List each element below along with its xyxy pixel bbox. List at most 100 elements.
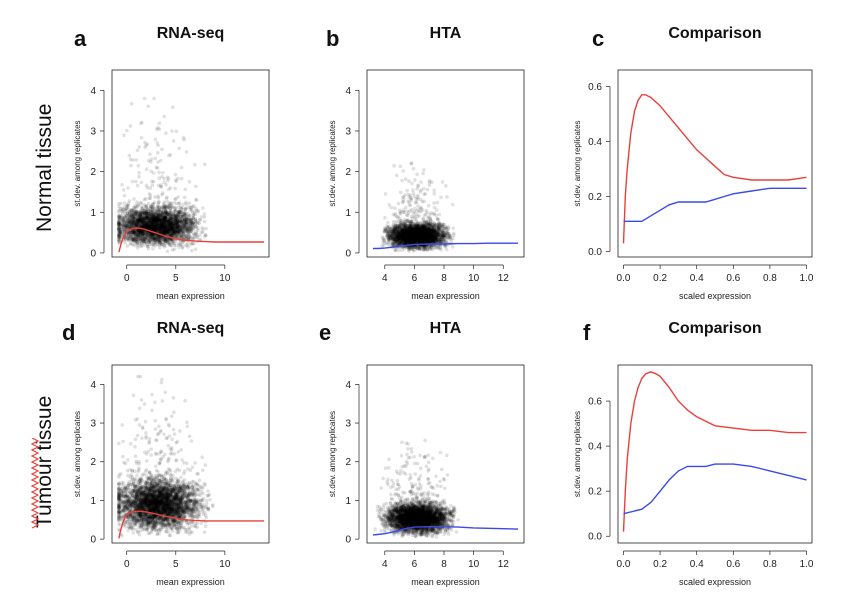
scatter-point xyxy=(128,124,133,128)
scatter-point xyxy=(140,211,145,215)
scatter-point xyxy=(148,237,153,241)
scatter-point xyxy=(161,225,166,230)
scatter-point xyxy=(144,215,149,220)
scatter-point xyxy=(394,219,399,224)
scatter-point xyxy=(128,219,132,223)
scatter-point xyxy=(166,218,171,222)
scatter-point xyxy=(144,221,149,225)
scatter-point xyxy=(159,218,163,223)
scatter-point xyxy=(157,205,161,210)
scatter-point xyxy=(201,227,205,232)
scatter-point xyxy=(173,227,177,231)
scatter-point xyxy=(158,230,163,234)
scatter-point xyxy=(142,96,147,101)
scatter-point xyxy=(170,214,174,218)
scatter-point xyxy=(129,102,134,106)
scatter-point xyxy=(139,180,144,185)
scatter-point xyxy=(135,214,140,219)
scatter-point xyxy=(165,228,169,232)
scatter-point xyxy=(169,228,174,233)
scatter-point xyxy=(175,216,179,220)
scatter-point xyxy=(168,226,172,231)
scatter-point xyxy=(155,237,160,242)
scatter-point xyxy=(151,216,155,220)
scatter-point xyxy=(152,218,156,223)
scatter-point xyxy=(186,223,191,227)
scatter-point xyxy=(142,210,147,215)
scatter-point xyxy=(126,220,131,224)
scatter-point xyxy=(172,229,176,233)
scatter-point xyxy=(168,221,173,225)
scatter-point xyxy=(118,229,123,233)
scatter-point xyxy=(156,160,160,164)
scatter-point xyxy=(178,228,183,233)
scatter-point xyxy=(129,221,134,226)
scatter-point xyxy=(152,216,157,220)
scatter-point xyxy=(158,226,162,230)
scatter-point xyxy=(201,206,205,210)
scatter-point xyxy=(143,223,147,228)
scatter-point xyxy=(158,212,163,217)
scatter-point xyxy=(124,223,128,227)
scatter-point xyxy=(157,170,161,175)
scatter-point xyxy=(168,222,172,227)
scatter-point xyxy=(150,220,154,224)
y-tick-label: 2 xyxy=(90,167,96,178)
scatter-point xyxy=(172,230,176,235)
scatter-point xyxy=(135,246,140,250)
scatter-point xyxy=(162,176,166,181)
scatter-point xyxy=(411,166,416,171)
scatter-point xyxy=(136,235,141,240)
scatter-point xyxy=(128,230,133,235)
scatter-point xyxy=(185,216,189,221)
scatter-point xyxy=(153,137,158,142)
scatter-point xyxy=(190,216,195,221)
scatter-point xyxy=(152,235,157,239)
scatter-point xyxy=(169,223,174,228)
scatter-point xyxy=(145,232,150,237)
scatter-point xyxy=(125,216,130,221)
scatter-point xyxy=(162,225,166,230)
scatter-point xyxy=(174,230,178,235)
scatter-point xyxy=(137,170,141,175)
scatter-point xyxy=(127,225,132,230)
scatter-point xyxy=(439,248,443,252)
scatter-point xyxy=(153,218,158,223)
scatter-point xyxy=(162,230,167,235)
scatter-point xyxy=(162,231,167,236)
scatter-point xyxy=(140,238,144,242)
scatter-point xyxy=(123,241,127,245)
scatter-point xyxy=(130,219,135,224)
scatter-point xyxy=(134,210,138,214)
scatter-point xyxy=(134,219,138,223)
scatter-point xyxy=(161,212,166,217)
scatter-point xyxy=(155,227,159,231)
scatter-point xyxy=(172,243,176,248)
scatter-point xyxy=(151,209,156,214)
scatter-point xyxy=(196,228,200,233)
scatter-point xyxy=(156,183,161,188)
scatter-point xyxy=(151,237,156,241)
scatter-point xyxy=(181,212,185,217)
scatter-point xyxy=(136,232,141,237)
scatter-point xyxy=(189,217,194,222)
scatter-point xyxy=(155,166,160,170)
scatter-point xyxy=(138,233,142,237)
scatter-point xyxy=(162,219,167,224)
scatter-point xyxy=(126,186,130,190)
scatter-point xyxy=(148,227,152,231)
scatter-point xyxy=(140,237,145,242)
scatter-point xyxy=(142,216,147,221)
scatter-point xyxy=(131,216,136,221)
scatter-point xyxy=(167,221,172,226)
scatter-point xyxy=(149,209,154,214)
scatter-point xyxy=(410,181,414,186)
scatter-point xyxy=(168,216,173,221)
scatter-point xyxy=(186,226,191,231)
scatter-point xyxy=(174,221,178,225)
scatter-point xyxy=(169,222,174,227)
scatter-point xyxy=(398,190,403,195)
scatter-point xyxy=(169,225,174,230)
scatter-point xyxy=(124,206,129,210)
